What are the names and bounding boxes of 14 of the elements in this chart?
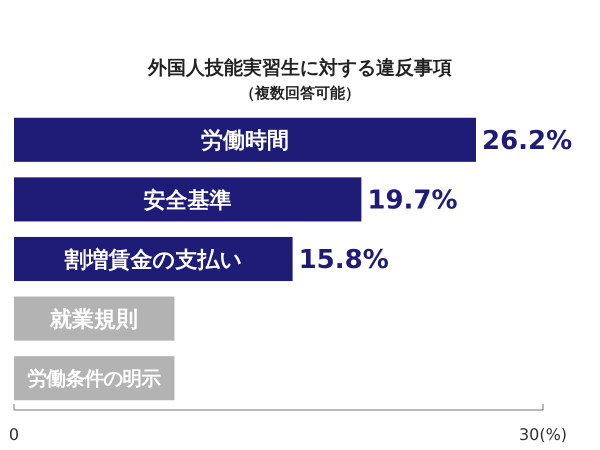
- x-tick-label: 30(%): [518, 425, 568, 444]
- y-tick-label: 割増賃金の支払い: [63, 246, 242, 273]
- y-tick-label: 労働時間: [200, 128, 289, 154]
- chart-subtitle: （複数回答可能）: [240, 84, 360, 102]
- y-tick-label: 安全基準: [144, 187, 232, 214]
- bar: [14, 177, 362, 222]
- data-label: 15.8%: [298, 245, 389, 275]
- data-label: 26.2%: [482, 126, 572, 156]
- bar: [14, 118, 476, 162]
- y-tick-label: 労働条件の明示: [28, 367, 161, 390]
- data-label: 19.7%: [367, 185, 458, 216]
- y-tick-label: 就業規則: [49, 308, 138, 333]
- x-tick-label: 0: [8, 425, 20, 444]
- chart-title: 外国人技能実習生に対する違反事項: [147, 57, 452, 79]
